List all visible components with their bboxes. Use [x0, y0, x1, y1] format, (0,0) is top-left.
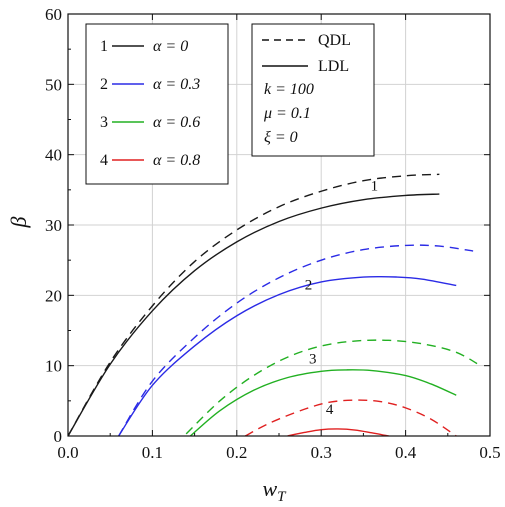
axis-titles: wT β [6, 216, 287, 505]
series-line-3-qdl [185, 339, 482, 435]
legend-param-2: ξ = 0 [264, 129, 298, 146]
x-tick-label: 0.0 [57, 443, 78, 462]
legend-alpha-label-4: α = 0.8 [153, 152, 200, 169]
series-line-4-ldl [287, 428, 389, 436]
curve-label-3: 3 [309, 352, 317, 368]
x-tick-label: 0.5 [479, 443, 500, 462]
legend-style-label-ldl: LDL [318, 58, 349, 75]
y-tick-label: 50 [45, 75, 62, 94]
series-line-2-ldl [118, 275, 457, 436]
legend-alpha-num-1: 1 [100, 38, 108, 55]
legend-style-box [251, 23, 375, 157]
legend-alpha-num-4: 4 [100, 152, 108, 169]
y-tick-label: 0 [54, 427, 63, 446]
series-line-4-qdl [244, 399, 457, 436]
legend-alpha: 1 α = 0 2 α = 0.3 3 α = 0.6 4 α = 0.8 [85, 23, 229, 185]
ticks: 0.0 0.1 0.2 0.3 0.4 0.5 0 10 20 30 40 50 60 [45, 5, 501, 462]
legend-param-0: k = 100 [264, 81, 314, 98]
curve-label-2: 2 [305, 278, 313, 294]
legend-style-label-qdl: QDL [318, 32, 351, 49]
legend-alpha-num-2: 2 [100, 76, 108, 93]
series-line-3-ldl [189, 369, 457, 436]
series-line-2-qdl [118, 244, 474, 436]
x-axis-title-sub: T [277, 489, 287, 505]
x-tick-label: 0.3 [311, 443, 332, 462]
y-tick-label: 10 [45, 357, 62, 376]
curve-labels: 1 2 3 4 [305, 179, 378, 419]
y-tick-label: 20 [45, 286, 62, 305]
series-group [68, 173, 482, 436]
legend-alpha-label-2: α = 0.3 [153, 76, 200, 93]
y-axis-title: β [6, 216, 31, 228]
legend-param-1: μ = 0.1 [263, 105, 311, 122]
x-tick-label: 0.1 [142, 443, 163, 462]
legend-alpha-label-3: α = 0.6 [153, 114, 200, 131]
y-tick-label: 40 [45, 146, 62, 165]
legend-alpha-box [85, 23, 229, 185]
x-axis-title: wT [262, 476, 287, 505]
series-line-1-ldl [68, 193, 440, 436]
legend-alpha-label-1: α = 0 [153, 38, 188, 55]
curve-label-1: 1 [371, 179, 379, 195]
x-tick-label: 0.4 [395, 443, 417, 462]
series-line-1-qdl [68, 173, 440, 436]
y-tick-label: 30 [45, 216, 62, 235]
x-tick-label: 0.2 [226, 443, 247, 462]
y-tick-label: 60 [45, 5, 62, 24]
curve-label-4: 4 [326, 402, 334, 418]
legend-alpha-num-3: 3 [100, 114, 108, 131]
